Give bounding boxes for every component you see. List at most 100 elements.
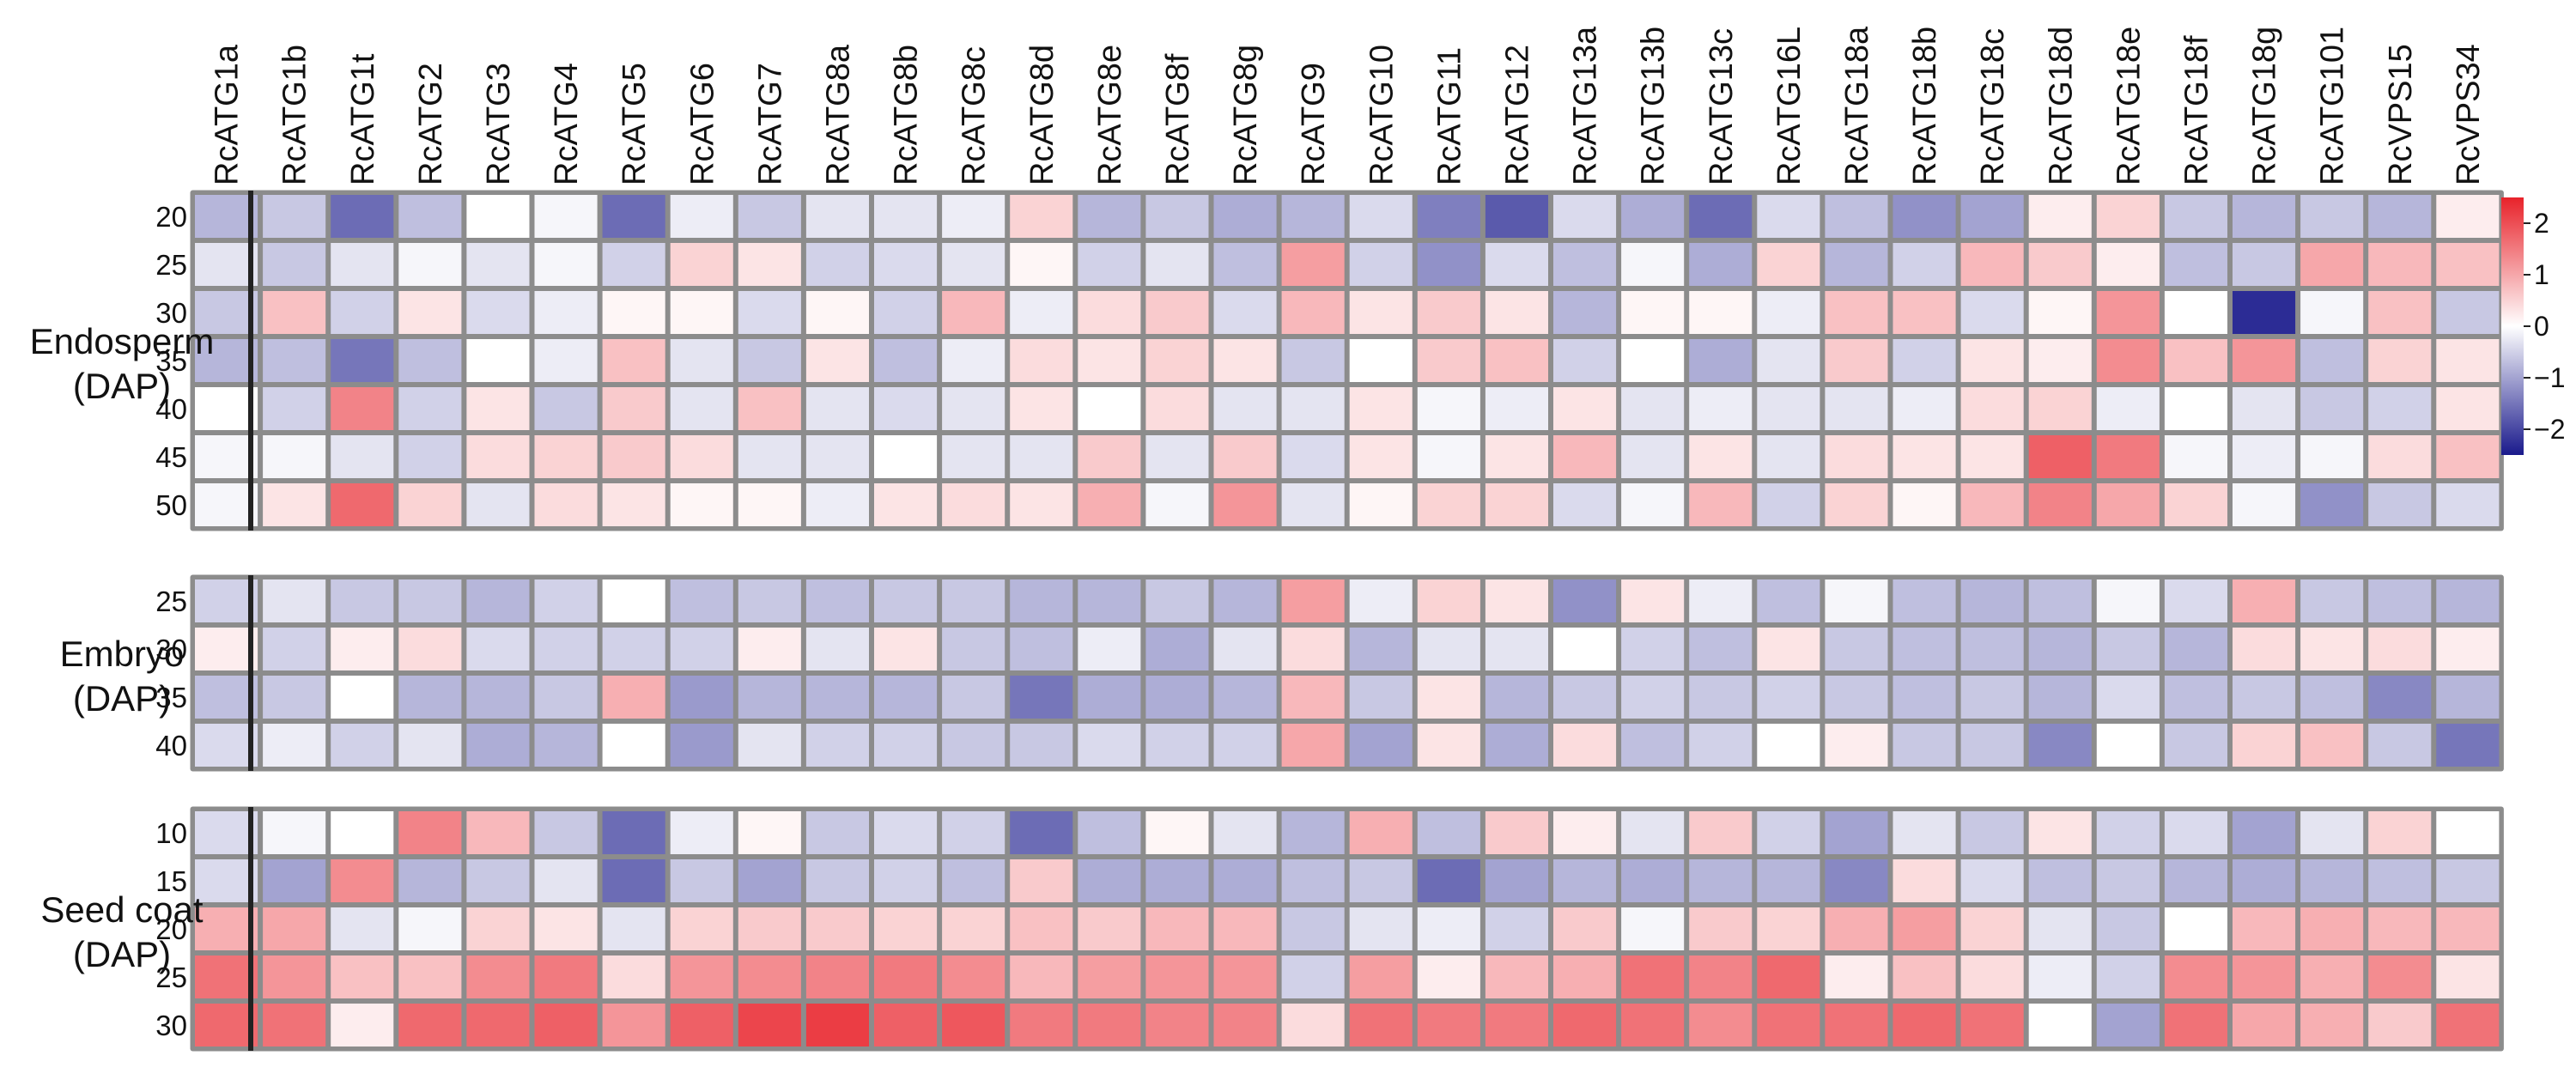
heatmap-cell	[398, 676, 462, 719]
heatmap-cell	[670, 1004, 733, 1046]
heatmap-cell	[1893, 676, 1956, 719]
heatmap-cell	[2096, 724, 2160, 767]
heatmap-cell	[874, 291, 938, 334]
row-label: 45	[155, 441, 187, 473]
heatmap-cell	[1010, 956, 1073, 998]
column-label: RcATG13b	[1636, 27, 1672, 185]
heatmap-cell	[466, 1004, 530, 1046]
heatmap-cell	[2436, 628, 2500, 670]
heatmap-cell	[670, 907, 733, 950]
heatmap-cell	[942, 483, 1005, 526]
heatmap-cell	[2164, 483, 2227, 526]
heatmap-cell	[534, 811, 598, 854]
heatmap-cell	[2436, 291, 2500, 334]
heatmap-cell	[942, 811, 1005, 854]
row-label: 25	[155, 585, 187, 617]
heatmap-cell	[466, 483, 530, 526]
row-label: 40	[155, 393, 187, 425]
heatmap-cell	[1553, 243, 1617, 286]
heatmap-cell	[1010, 811, 1073, 854]
heatmap-cell	[942, 956, 1005, 998]
heatmap-cell	[1689, 628, 1753, 670]
heatmap-cell	[331, 243, 394, 286]
heatmap-cell	[1485, 195, 1548, 238]
heatmap-cell	[2300, 1004, 2364, 1046]
heatmap-cell	[1960, 628, 2024, 670]
heatmap-cell	[331, 811, 394, 854]
heatmap-cell	[534, 676, 598, 719]
color-scale-legend: 2 1 0 −1 −2	[2501, 197, 2565, 455]
row-label: 30	[155, 634, 187, 665]
heatmap-cell	[2233, 1004, 2296, 1046]
column-label: RcATG12	[1499, 45, 1535, 185]
heatmap-cell	[2164, 676, 2227, 719]
heatmap-panels	[190, 190, 2504, 1052]
heatmap-cell	[602, 435, 665, 478]
heatmap-cell	[1417, 676, 1480, 719]
heatmap-cell	[942, 907, 1005, 950]
heatmap-cell	[805, 195, 869, 238]
heatmap-cell	[1145, 387, 1209, 430]
heatmap-cell	[466, 811, 530, 854]
heatmap-cell	[670, 339, 733, 382]
heatmap-cell	[1213, 435, 1277, 478]
heatmap-cell	[1078, 956, 1141, 998]
heatmap-cell	[1893, 339, 1956, 382]
heatmap-cell	[2368, 956, 2432, 998]
heatmap-cell	[1417, 811, 1480, 854]
heatmap-cell	[942, 628, 1005, 670]
heatmap-cell	[263, 435, 326, 478]
heatmap-cell	[1281, 811, 1345, 854]
heatmap-cell	[1485, 676, 1548, 719]
heatmap-cell	[398, 956, 462, 998]
heatmap-cell	[2096, 387, 2160, 430]
heatmap-cell	[398, 291, 462, 334]
column-label: RcATG8g	[1228, 45, 1264, 185]
heatmap-cell	[2436, 387, 2500, 430]
heatmap-cell	[1757, 195, 1820, 238]
heatmap-cell	[1689, 243, 1753, 286]
heatmap-cell	[1417, 907, 1480, 950]
heatmap-cell	[263, 956, 326, 998]
heatmap-cell	[2164, 811, 2227, 854]
heatmap-cell	[1213, 811, 1277, 854]
heatmap-cell	[1078, 1004, 1141, 1046]
heatmap-cell	[2233, 907, 2296, 950]
heatmap-cell	[805, 811, 869, 854]
heatmap-cell	[1078, 339, 1141, 382]
heatmap-cell	[331, 676, 394, 719]
heatmap-cell	[1213, 339, 1277, 382]
heatmap-cell	[670, 628, 733, 670]
heatmap-cell	[263, 1004, 326, 1046]
heatmap-cell	[874, 387, 938, 430]
heatmap-cell	[1078, 724, 1141, 767]
heatmap-cell	[1281, 243, 1345, 286]
column-label: RcATG1b	[277, 45, 313, 185]
group-label-unit: (DAP)	[73, 678, 171, 719]
group-label-name: Seed coat	[40, 889, 203, 930]
heatmap-cell	[1213, 1004, 1277, 1046]
heatmap-cell	[1757, 811, 1820, 854]
heatmap-cell	[331, 628, 394, 670]
heatmap-cell	[1010, 291, 1073, 334]
heatmap-cell	[2233, 956, 2296, 998]
heatmap-cell	[2368, 435, 2432, 478]
heatmap-cell	[1485, 387, 1548, 430]
column-label: RcATG18f	[2178, 35, 2215, 185]
heatmap-cell	[1553, 195, 1617, 238]
heatmap-cell	[1010, 195, 1073, 238]
heatmap-cell	[263, 724, 326, 767]
heatmap-cell	[2233, 291, 2296, 334]
heatmap-cell	[331, 579, 394, 622]
heatmap-panel-frame	[190, 574, 2504, 772]
column-label: RcATG8d	[1024, 45, 1060, 185]
heatmap-cell	[1078, 243, 1141, 286]
heatmap-cell	[1485, 956, 1548, 998]
heatmap-cell	[2233, 676, 2296, 719]
row-label: 50	[155, 489, 187, 521]
heatmap-cell	[670, 243, 733, 286]
heatmap-cell	[2028, 811, 2092, 854]
heatmap-cell	[1485, 483, 1548, 526]
heatmap-cell	[874, 339, 938, 382]
heatmap-cell	[1485, 291, 1548, 334]
